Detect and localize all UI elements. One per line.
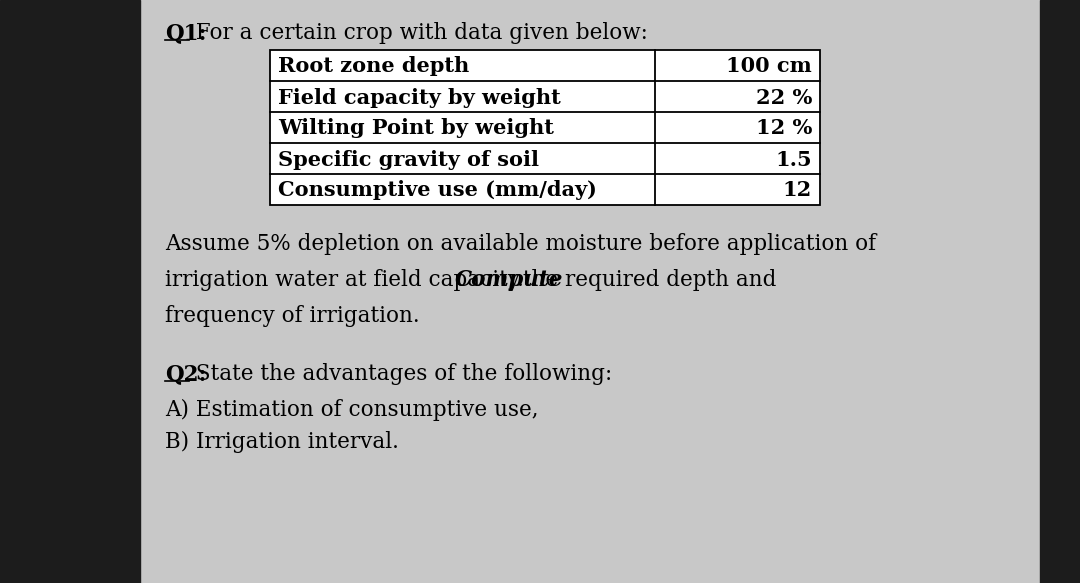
Text: 1.5: 1.5	[775, 149, 812, 170]
Text: the required depth and: the required depth and	[515, 269, 777, 291]
Text: irrigation water at field capacity.: irrigation water at field capacity.	[165, 269, 530, 291]
Text: Assume 5% depletion on available moisture before application of: Assume 5% depletion on available moistur…	[165, 233, 876, 255]
Bar	[270, 50, 820, 205]
Text: 12 %: 12 %	[756, 118, 812, 139]
Text: 12: 12	[783, 181, 812, 201]
Bar	[1040, 0, 1080, 583]
Text: Consumptive use (mm/day): Consumptive use (mm/day)	[278, 181, 597, 201]
Text: Q2:: Q2:	[165, 363, 206, 385]
Text: For a certain crop with data given below:: For a certain crop with data given below…	[189, 22, 648, 44]
Text: State the advantages of the following:: State the advantages of the following:	[189, 363, 612, 385]
Text: Wilting Point by weight: Wilting Point by weight	[278, 118, 554, 139]
Text: 100 cm: 100 cm	[726, 57, 812, 76]
Text: 22 %: 22 %	[756, 87, 812, 107]
Text: Q1:: Q1:	[165, 22, 206, 44]
Text: Root zone depth: Root zone depth	[278, 57, 469, 76]
Text: B) Irrigation interval.: B) Irrigation interval.	[165, 431, 399, 453]
Text: frequency of irrigation.: frequency of irrigation.	[165, 305, 420, 327]
Text: Field capacity by weight: Field capacity by weight	[278, 87, 561, 107]
Bar	[0, 0, 140, 583]
Text: A) Estimation of consumptive use,: A) Estimation of consumptive use,	[165, 399, 539, 421]
Text: Specific gravity of soil: Specific gravity of soil	[278, 149, 539, 170]
Text: Compute: Compute	[455, 269, 563, 291]
